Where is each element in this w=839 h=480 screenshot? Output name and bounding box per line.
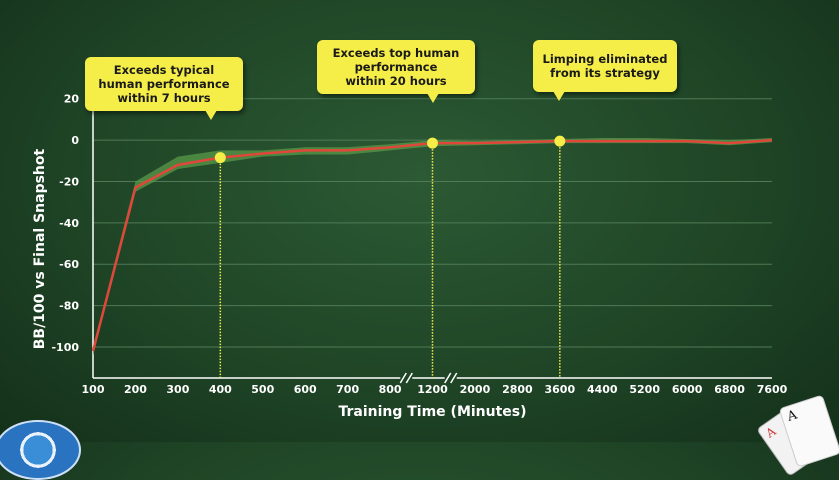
x-tick-label: 100 (82, 383, 105, 396)
x-tick-label: 800 (379, 383, 402, 396)
y-tick-label: -20 (59, 175, 79, 188)
annotation-marker (554, 135, 566, 147)
axis-break-mark (444, 372, 452, 384)
x-tick-label: 5200 (629, 383, 660, 396)
annotation-marker (427, 137, 438, 149)
annotation-callout-2: Exceeds top human performance within 20 … (317, 40, 475, 103)
annotation-2-line-1: Exceeds top human (332, 46, 460, 60)
x-tick-label: 2000 (460, 383, 491, 396)
poker-chip-icon (0, 420, 81, 480)
y-tick-label: -40 (59, 217, 79, 230)
x-tick-label: 2800 (502, 383, 533, 396)
x-tick-label: 6800 (714, 383, 745, 396)
x-tick-label: 7600 (757, 383, 788, 396)
y-tick-label: -100 (51, 341, 79, 354)
y-tick-label: -60 (59, 258, 79, 271)
annotation-2-line-2: performance (354, 60, 438, 74)
x-tick-label: 3600 (545, 383, 576, 396)
x-axis-label: Training Time (Minutes) (338, 404, 526, 420)
annotation-1-line-2: human performance (98, 77, 230, 91)
x-tick-label: 4400 (587, 383, 618, 396)
axis-break-mark (405, 372, 413, 384)
axis-break-gap (444, 372, 457, 384)
x-tick-label: 1200 (417, 383, 448, 396)
x-tick-label: 600 (294, 383, 317, 396)
axis-break-gap (400, 372, 413, 384)
x-tick-label: 200 (124, 383, 147, 396)
annotation-1-line-1: Exceeds typical (113, 63, 215, 77)
y-axis-label: BB/100 vs Final Snapshot (32, 148, 48, 349)
y-tick-label: 0 (71, 134, 79, 147)
annotation-3-line-1: Limping eliminated (542, 52, 668, 66)
annotation-2-line-3: within 20 hours (345, 74, 447, 88)
axis-break-mark (450, 372, 458, 384)
card-front-rank: A (785, 407, 800, 425)
x-tick-label: 400 (209, 383, 232, 396)
x-tick-label: 300 (166, 383, 189, 396)
annotation-marker (214, 152, 226, 164)
y-tick-label: -80 (59, 300, 79, 313)
card-back-rank: A (763, 424, 779, 441)
annotation-3-line-2: from its strategy (550, 66, 660, 80)
x-tick-label: 500 (251, 383, 274, 396)
annotation-callout-3: Limping eliminated from its strategy (533, 40, 677, 101)
x-tick-label: 700 (336, 383, 359, 396)
annotation-1-line-3: within 7 hours (117, 91, 211, 105)
x-tick-label: 6000 (672, 383, 703, 396)
axis-break-mark (399, 372, 407, 384)
annotation-callout-1: Exceeds typical human performance within… (85, 57, 243, 120)
y-tick-label: 20 (64, 93, 80, 106)
